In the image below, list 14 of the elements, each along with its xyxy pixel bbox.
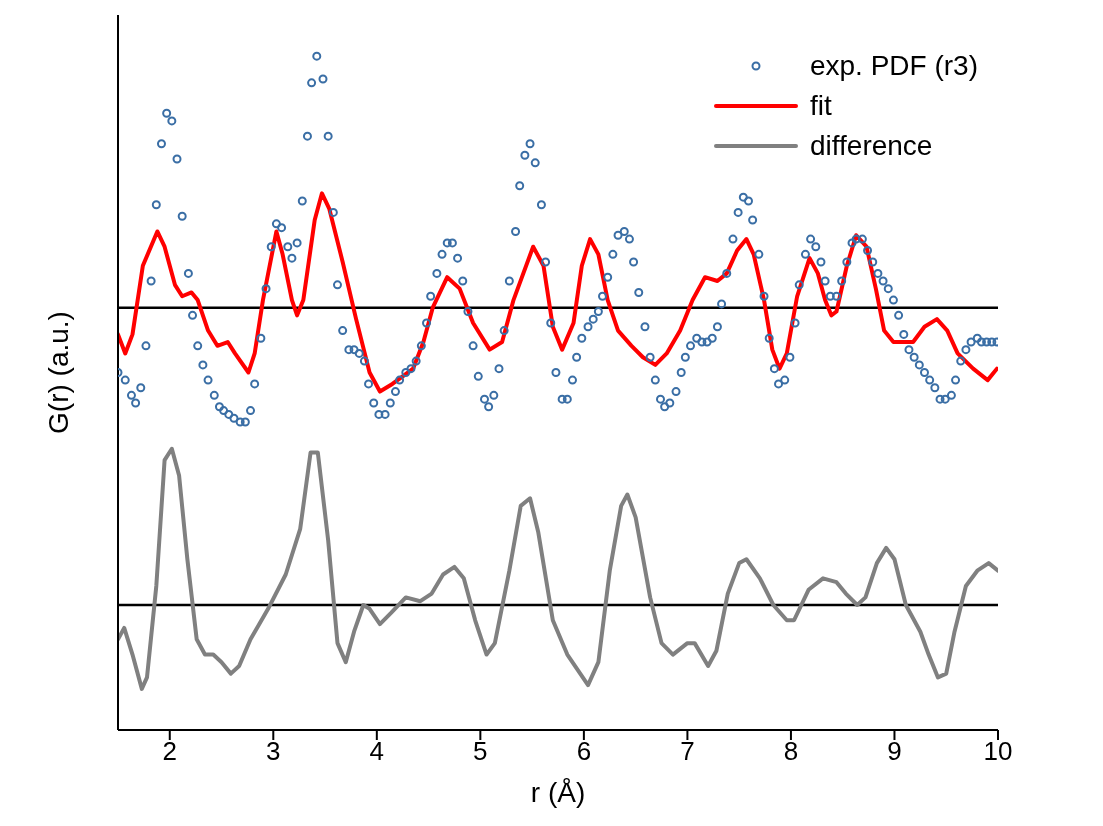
x-axis-title: r (Å) xyxy=(530,777,586,808)
x-tick-label: 9 xyxy=(887,736,902,767)
x-tick-label: 7 xyxy=(680,736,695,767)
x-tick-label: 6 xyxy=(576,736,592,767)
x-tick-label: 10 xyxy=(983,736,1013,767)
x-tick-label: 4 xyxy=(369,736,385,767)
legend-label: exp. PDF (r3) xyxy=(809,49,978,83)
x-tick-label: 8 xyxy=(783,736,799,767)
legend-label: fit xyxy=(809,89,832,123)
y-axis-title: G(r) (a.u.) xyxy=(42,311,74,434)
x-tick-label: 3 xyxy=(266,736,281,767)
x-tick-label: 2 xyxy=(162,736,177,767)
legend-label: difference xyxy=(809,129,933,163)
x-tick-label: 5 xyxy=(473,736,488,767)
